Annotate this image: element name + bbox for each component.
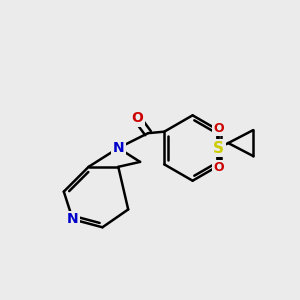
Text: O: O <box>131 111 143 125</box>
Text: O: O <box>213 122 224 135</box>
Text: N: N <box>67 212 79 226</box>
Text: N: N <box>112 141 124 155</box>
Text: O: O <box>213 161 224 174</box>
Text: S: S <box>213 140 224 155</box>
